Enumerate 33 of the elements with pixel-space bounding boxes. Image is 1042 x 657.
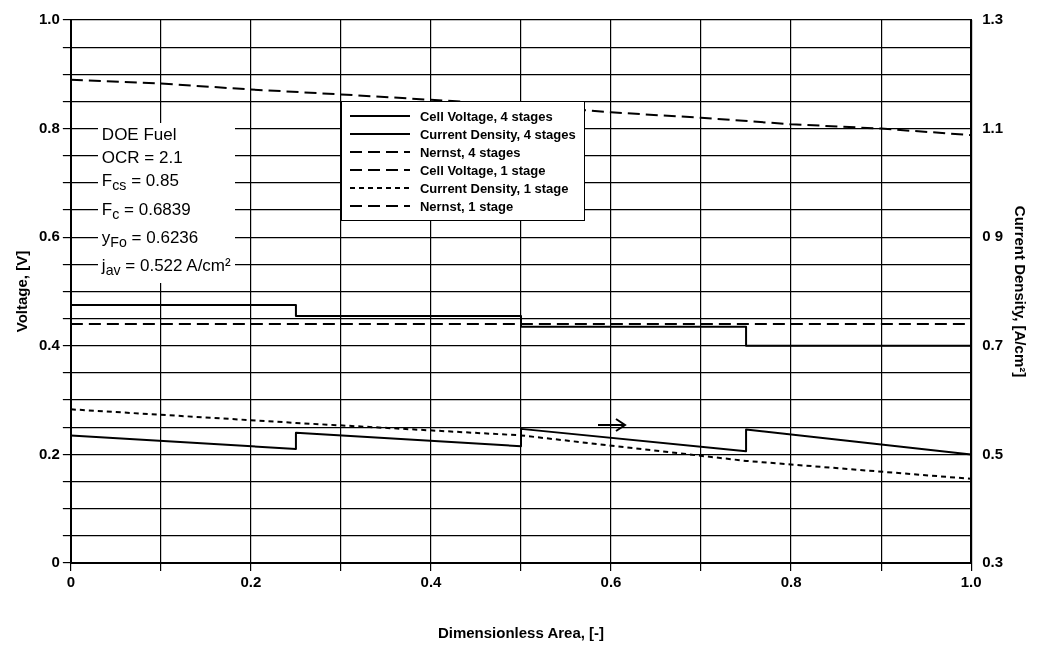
annotation: y$_{Fo}$ = 0.6236 [101, 226, 200, 253]
legend-label: Cell Voltage, 1 stage [419, 162, 546, 178]
x-tick-label: 0.4 [420, 573, 443, 591]
annotation: F$_{c}$ = 0.6839 [101, 198, 192, 224]
y2-tick-label: 0.5 [982, 444, 1004, 462]
annotation: j$_{av}$ = 0.522 A/cm² [101, 255, 231, 281]
x-tick-label: 0.2 [240, 573, 262, 591]
x-tick-label: 0.8 [780, 573, 802, 591]
y-tick-label: 0 [51, 553, 60, 571]
y-tick-label: 0.6 [38, 227, 60, 245]
legend-label: Current Density, 4 stages [419, 126, 576, 142]
y2-tick-label: 0.3 [982, 553, 1004, 571]
y2-tick-label: 0 9 [982, 227, 1004, 245]
y2-tick-label: 0.7 [982, 335, 1004, 353]
y2-tick-label: 1.3 [982, 10, 1004, 28]
y-tick-label: 0.8 [38, 118, 60, 136]
legend-label: Current Density, 1 stage [419, 180, 569, 196]
y-tick-label: 1.0 [38, 10, 60, 28]
x-tick-label: 1.0 [960, 573, 982, 591]
x-tick-label: 0 [66, 573, 76, 591]
y-axis-title: Voltage, [V] [13, 250, 31, 333]
x-tick-label: 0.6 [600, 573, 622, 591]
legend-label: Nernst, 4 stages [419, 144, 521, 160]
y-tick-label: 0.2 [38, 444, 60, 462]
legend-label: Cell Voltage, 4 stages [419, 108, 553, 124]
annotation: OCR = 2.1 [101, 147, 184, 170]
y2-axis-title: Current Density, [A/cm²] [1011, 205, 1029, 378]
y-tick-label: 0.4 [38, 335, 61, 353]
y2-tick-label: 1.1 [982, 118, 1004, 136]
annotation: F$_{cs}$ = 0.85 [101, 170, 180, 196]
x-axis-title: Dimensionless Area, [-] [437, 624, 605, 642]
annotation: DOE Fuel [101, 124, 178, 147]
legend-label: Nernst, 1 stage [419, 198, 514, 214]
